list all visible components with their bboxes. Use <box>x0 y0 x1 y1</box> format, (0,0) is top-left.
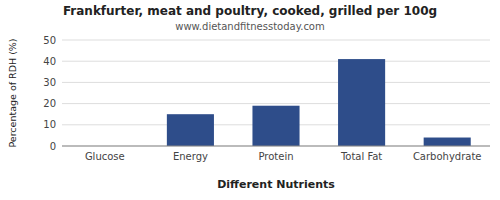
y-tick-label: 10 <box>43 119 56 130</box>
grid-line <box>62 40 490 41</box>
grid-line <box>62 146 490 147</box>
y-axis: 0 10 20 30 40 50 <box>43 35 56 152</box>
grid-line <box>62 82 490 83</box>
x-tick-label: Total Fat <box>340 151 382 162</box>
chart-container: Frankfurter, meat and poultry, cooked, g… <box>0 0 500 200</box>
y-axis-label: Percentage of RDH (%) <box>7 38 18 147</box>
x-axis-line <box>62 146 490 147</box>
x-tick-label: Carbohydrate <box>413 151 482 162</box>
y-tick-label: 20 <box>43 98 56 109</box>
y-tick-label: 30 <box>43 77 56 88</box>
chart-title: Frankfurter, meat and poultry, cooked, g… <box>63 4 437 18</box>
x-tick-label: Glucose <box>85 151 125 162</box>
bar <box>338 59 385 146</box>
bar <box>167 114 214 146</box>
bar <box>252 106 299 146</box>
grid <box>62 40 490 146</box>
grid-line <box>62 103 490 104</box>
bars <box>167 59 471 146</box>
x-axis: Glucose Energy Protein Total Fat Carbohydrat… <box>85 151 482 162</box>
chart-subtitle: www.dietandfitnesstoday.com <box>175 21 324 32</box>
x-tick-label: Protein <box>258 151 293 162</box>
y-tick-label: 0 <box>50 141 56 152</box>
y-tick-label: 50 <box>43 35 56 46</box>
bar <box>424 138 471 146</box>
y-tick-label: 40 <box>43 56 56 67</box>
grid-line <box>62 61 490 62</box>
x-tick-label: Energy <box>173 151 208 162</box>
chart-svg: Frankfurter, meat and poultry, cooked, g… <box>0 0 500 200</box>
x-axis-label: Different Nutrients <box>217 178 335 191</box>
